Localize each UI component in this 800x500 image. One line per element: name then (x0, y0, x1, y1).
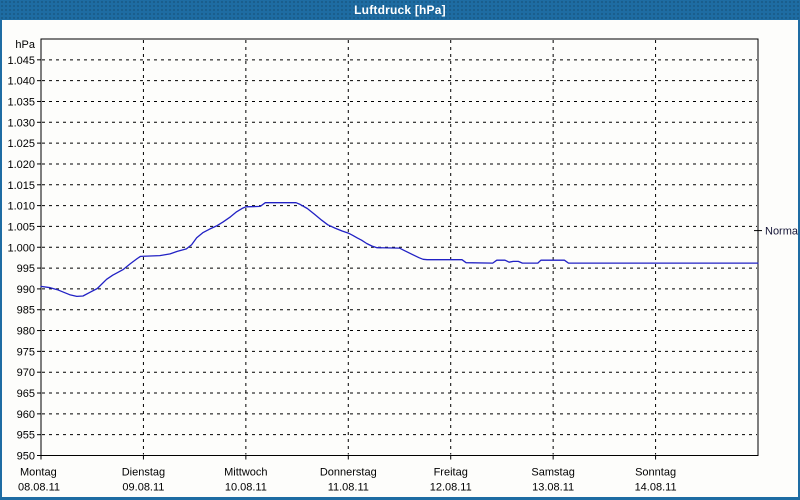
x-day-label: Sonntag (635, 467, 676, 479)
window-border-right (798, 20, 800, 500)
y-tick-label: 995 (17, 263, 35, 275)
y-tick-label: 960 (17, 409, 35, 421)
plot-frame (40, 38, 759, 456)
axis-labels: 1.045 1.040 1.035 1.030 1.025 1.020 1.015 1.010… (7, 39, 800, 494)
y-tick-label: 980 (17, 326, 35, 338)
y-tick-label: 965 (17, 388, 35, 400)
y-tick-label: 1.035 (7, 96, 35, 108)
x-date-label: 14.08.11 (635, 482, 677, 494)
y-tick-label: 1.010 (7, 201, 35, 213)
x-day-label: Mittwoch (224, 467, 267, 479)
x-date-label: 09.08.11 (122, 482, 164, 494)
x-day-label: Montag (20, 467, 57, 479)
y-tick-label: 1.005 (7, 221, 35, 233)
x-day-label: Samstag (531, 467, 574, 479)
y-tick-label: 985 (17, 305, 35, 317)
window-titlebar: Luftdruck [hPa] (0, 0, 800, 20)
x-date-label: 08.08.11 (18, 482, 60, 494)
x-date-label: 13.08.11 (532, 482, 574, 494)
window-border-left (0, 20, 2, 500)
x-date-label: 10.08.11 (225, 482, 267, 494)
y-tick-label: 1.025 (7, 138, 35, 150)
y-tick-label: 1.015 (7, 180, 35, 192)
x-day-label: Freitag (434, 467, 468, 479)
gridlines (42, 40, 757, 455)
y-tick-label: 955 (17, 430, 35, 442)
y-tick-label: 1.020 (7, 159, 35, 171)
window-border-bottom (0, 497, 800, 500)
y-tick-label: 970 (17, 367, 35, 379)
y-tick-label: 1.040 (7, 76, 35, 88)
y-tick-label: 1.045 (7, 55, 35, 67)
x-day-label: Dienstag (122, 467, 165, 479)
pressure-line (40, 202, 759, 298)
y-tick-label: 1.000 (7, 242, 35, 254)
y-axis-unit-label: hPa (15, 39, 35, 51)
x-day-label: Donnerstag (320, 467, 377, 479)
normal-label: Normal (765, 226, 800, 238)
y-tick-label: 1.030 (7, 117, 35, 129)
x-date-label: 11.08.11 (328, 482, 369, 494)
x-date-label: 12.08.11 (430, 482, 472, 494)
axes (37, 38, 762, 460)
window-title: Luftdruck [hPa] (354, 3, 446, 17)
y-tick-label: 990 (17, 284, 35, 296)
y-tick-label: 950 (17, 451, 35, 463)
y-tick-label: 975 (17, 346, 35, 358)
